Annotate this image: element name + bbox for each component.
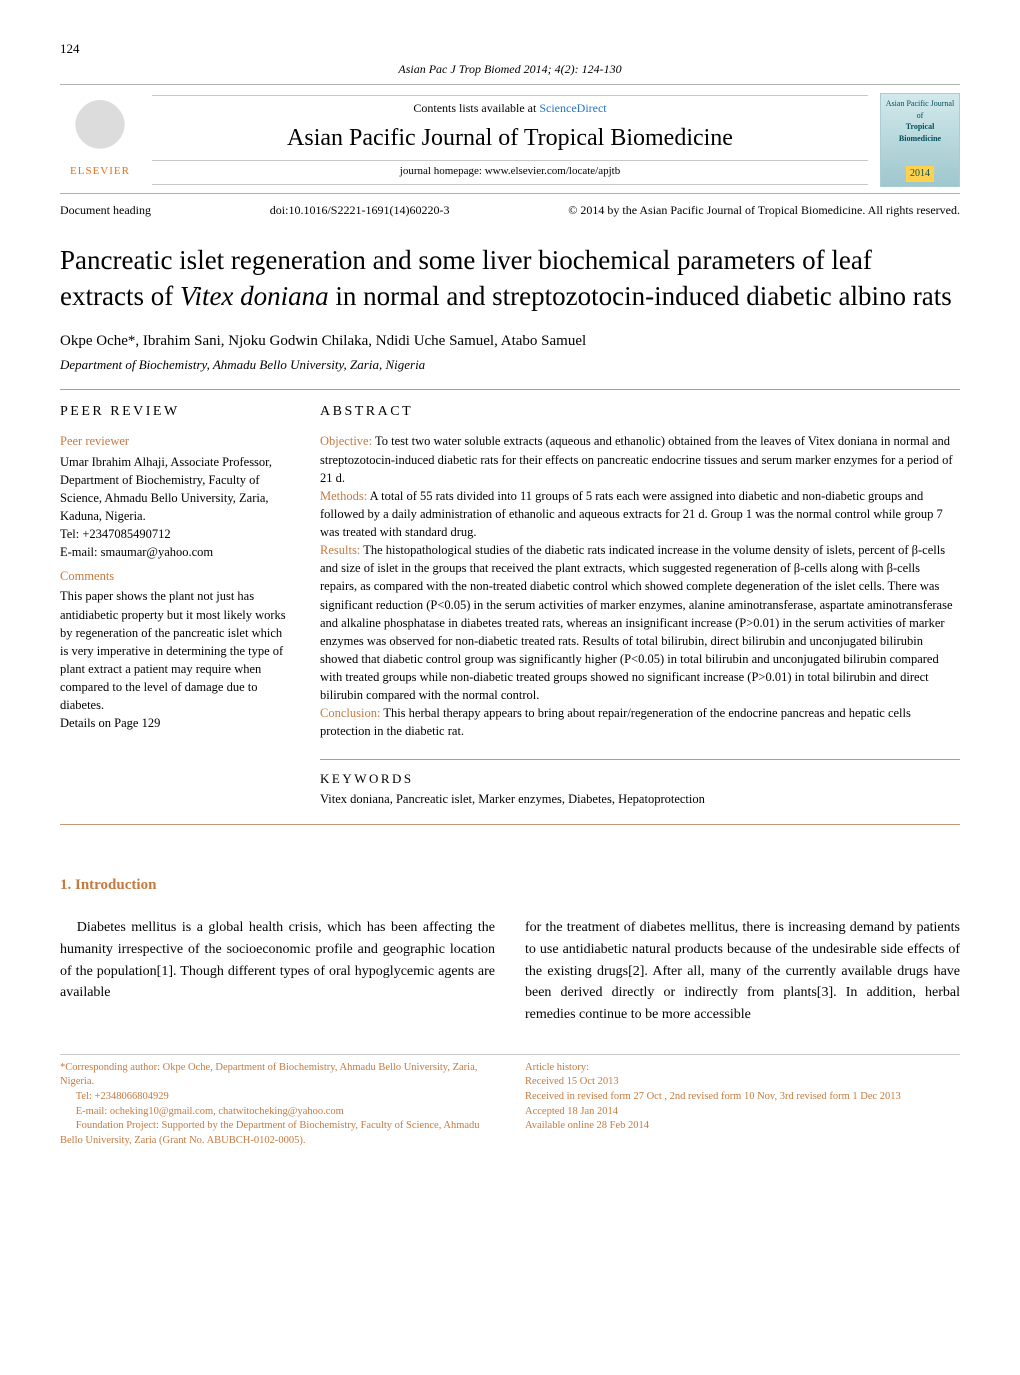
results-text: The histopathological studies of the dia… (320, 543, 953, 702)
keywords-head: KEYWORDS (320, 770, 960, 789)
peer-reviewer-tel: Tel: +2347085490712 (60, 525, 290, 543)
sciencedirect-link[interactable]: ScienceDirect (539, 101, 606, 115)
body-col-left: Diabetes mellitus is a global health cri… (60, 917, 495, 1025)
article-title: Pancreatic islet regeneration and some l… (60, 242, 960, 315)
comments-head: Comments (60, 567, 290, 585)
intro-para-left: Diabetes mellitus is a global health cri… (60, 917, 495, 1004)
objective-label: Objective: (320, 434, 372, 448)
footnotes: *Corresponding author: Okpe Oche, Depart… (60, 1054, 960, 1149)
abstract-body: Objective: To test two water soluble ext… (320, 432, 960, 740)
copyright: © 2014 by the Asian Pacific Journal of T… (568, 202, 960, 219)
peer-review-head: PEER REVIEW (60, 402, 290, 422)
elsevier-tree-icon (74, 100, 126, 160)
journal-cover-thumbnail: Asian Pacific Journal of Tropical Biomed… (880, 93, 960, 187)
comments-details: Details on Page 129 (60, 714, 290, 732)
peer-reviewer-body: Umar Ibrahim Alhaji, Associate Professor… (60, 453, 290, 526)
header-rule-2 (152, 160, 868, 161)
intro-para-right: for the treatment of diabetes mellitus, … (525, 917, 960, 1025)
fn-email: E-mail: ocheking10@gmail.com, chatwitoch… (60, 1105, 495, 1120)
body-two-column: Diabetes mellitus is a global health cri… (60, 917, 960, 1025)
page-number: 124 (60, 40, 960, 59)
keywords-block: KEYWORDS Vitex doniana, Pancreatic islet… (320, 759, 960, 809)
objective-text: To test two water soluble extracts (aque… (320, 434, 953, 484)
fn-article-history: Article history: (525, 1061, 960, 1076)
journal-homepage: journal homepage: www.elsevier.com/locat… (152, 164, 868, 180)
journal-header: ELSEVIER Contents lists available at Sci… (60, 89, 960, 189)
peer-review-column: PEER REVIEW Peer reviewer Umar Ibrahim A… (60, 402, 290, 808)
body-col-right: for the treatment of diabetes mellitus, … (525, 917, 960, 1025)
comments-body: This paper shows the plant not just has … (60, 587, 290, 714)
fn-accepted: Accepted 18 Jan 2014 (525, 1105, 960, 1120)
peer-reviewer-head: Peer reviewer (60, 432, 290, 450)
abstract-column: ABSTRACT Objective: To test two water so… (320, 402, 960, 808)
footnotes-right: Article history: Received 15 Oct 2013 Re… (525, 1061, 960, 1149)
header-middle: Contents lists available at ScienceDirec… (152, 93, 868, 187)
introduction-head: 1. Introduction (60, 875, 960, 897)
elsevier-text: ELSEVIER (70, 164, 130, 180)
peer-reviewer-email: E-mail: smaumar@yahoo.com (60, 543, 290, 561)
results-label: Results: (320, 543, 360, 557)
methods-label: Methods: (320, 489, 367, 503)
fn-available: Available online 28 Feb 2014 (525, 1119, 960, 1134)
elsevier-logo: ELSEVIER (60, 93, 140, 187)
conclusion-text: This herbal therapy appears to bring abo… (320, 706, 911, 738)
authors-list: Okpe Oche*, Ibrahim Sani, Njoku Godwin C… (60, 331, 960, 353)
journal-reference: Asian Pac J Trop Biomed 2014; 4(2): 124-… (60, 61, 960, 78)
contents-prefix: Contents lists available at (413, 101, 539, 115)
header-rule-3 (152, 184, 868, 185)
document-info-row: Document heading doi:10.1016/S2221-1691(… (60, 202, 960, 219)
cover-text-top: Asian Pacific Journal of (885, 98, 955, 121)
rule-under-header (60, 193, 960, 194)
cover-year: 2014 (906, 166, 934, 183)
cover-text-mid: Tropical Biomedicine (885, 121, 955, 144)
journal-title: Asian Pacific Journal of Tropical Biomed… (152, 121, 868, 156)
footnotes-left: *Corresponding author: Okpe Oche, Depart… (60, 1061, 495, 1149)
abstract-head: ABSTRACT (320, 402, 960, 422)
doi: doi:10.1016/S2221-1691(14)60220-3 (270, 202, 450, 219)
header-rule-1 (152, 95, 868, 96)
document-heading-label: Document heading (60, 202, 151, 219)
fn-corresponding: *Corresponding author: Okpe Oche, Depart… (60, 1061, 495, 1090)
keywords-list: Vitex doniana, Pancreatic islet, Marker … (320, 790, 960, 808)
contents-available-line: Contents lists available at ScienceDirec… (152, 100, 868, 117)
fn-foundation: Foundation Project: Supported by the Dep… (60, 1119, 495, 1148)
title-part-2: in normal and streptozotocin-induced dia… (329, 281, 952, 311)
peer-abstract-row: PEER REVIEW Peer reviewer Umar Ibrahim A… (60, 389, 960, 825)
fn-received: Received 15 Oct 2013 (525, 1075, 960, 1090)
fn-revised: Received in revised form 27 Oct , 2nd re… (525, 1090, 960, 1105)
title-species: Vitex doniana (180, 281, 329, 311)
rule-top (60, 84, 960, 85)
affiliation: Department of Biochemistry, Ahmadu Bello… (60, 356, 960, 375)
conclusion-label: Conclusion: (320, 706, 380, 720)
fn-tel: Tel: +2348066804929 (60, 1090, 495, 1105)
methods-text: A total of 55 rats divided into 11 group… (320, 489, 943, 539)
